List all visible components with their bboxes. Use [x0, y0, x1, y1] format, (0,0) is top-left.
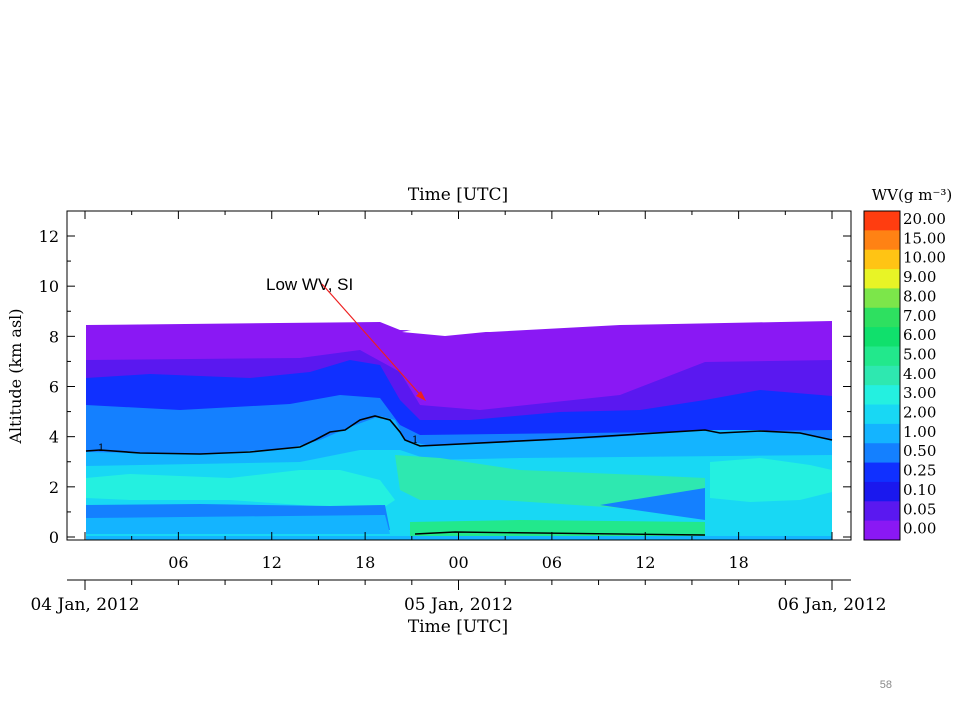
colorbar-level-label: 3.00: [903, 384, 936, 402]
annotation-arrow-head: [416, 391, 426, 401]
colorbar-level-label: 20.00: [903, 210, 946, 228]
y-tick-label: 10: [39, 277, 59, 296]
colorbar-cell: [864, 365, 900, 386]
colorbar-level-label: 1.00: [903, 423, 936, 441]
colorbar-level-label: 9.00: [903, 268, 936, 286]
x-tick-label: 06: [542, 553, 562, 572]
x-tick-label: 12: [635, 553, 655, 572]
x-axis-label: Time [UTC]: [408, 617, 508, 637]
y-tick-label: 4: [49, 428, 59, 447]
colorbar-cell: [864, 501, 900, 522]
colorbar-cell: [864, 404, 900, 425]
colorbar-cell: [864, 211, 900, 231]
y-axis-label: Altitude (km asl): [6, 308, 25, 444]
slide-number: 58: [879, 679, 892, 691]
colorbar-level-label: 5.00: [903, 345, 936, 363]
colorbar-cell: [864, 307, 900, 328]
colorbar-level-label: 2.00: [903, 404, 936, 422]
wv-patch-mid-blue-wedge: [600, 488, 705, 520]
colorbar-cell: [864, 385, 900, 406]
y-tick-label: 8: [49, 327, 59, 346]
colorbar-cell: [864, 230, 900, 251]
date-label: 04 Jan, 2012: [30, 595, 139, 615]
colorbar-level-label: 15.00: [903, 229, 946, 247]
date-label: 05 Jan, 2012: [404, 595, 513, 615]
colorbar-level-label: 4.00: [903, 365, 936, 383]
wv-patch-aqua-right: [710, 458, 832, 502]
colorbar-title: WV(g m⁻³): [872, 186, 952, 204]
wv-patch-aqua-left: [86, 470, 395, 510]
wv-contour-1: [85, 415, 833, 455]
y-tick-label: 6: [49, 378, 59, 397]
y-tick-label: 0: [49, 528, 59, 547]
colorbar-cell: [864, 462, 900, 483]
water-vapor-contour-field: 1 1: [85, 321, 833, 540]
annotation-arrow: [321, 283, 425, 400]
colorbar-cell: [864, 520, 900, 541]
wv-patch-mint-center: [395, 455, 705, 508]
x-tick-label: 12: [262, 553, 282, 572]
x-tick-label: 18: [355, 553, 375, 572]
y-axis: 0 2 4 6 8 10 12: [39, 227, 851, 547]
date-axis: 04 Jan, 2012 05 Jan, 2012 06 Jan, 2012: [30, 580, 887, 615]
colorbar-cell: [864, 288, 900, 309]
colorbar-cell: [864, 327, 900, 347]
x-tick-label: 00: [448, 553, 468, 572]
colorbar-cell: [864, 346, 900, 367]
y-tick-label: 12: [39, 227, 59, 246]
date-label: 06 Jan, 2012: [777, 595, 886, 615]
colorbar-level-label: 0.10: [903, 481, 936, 499]
colorbar-cell: [864, 481, 900, 502]
wv-band-light-blue-bottom: [86, 515, 390, 534]
contour-label-mid: 1: [412, 435, 418, 446]
colorbar-level-label: 0.05: [903, 500, 936, 518]
x-axis: 06 12 18 00 06 12 18: [84, 211, 833, 572]
colorbar-cell: [864, 423, 900, 444]
colorbar-level-label: 7.00: [903, 307, 936, 325]
colorbar-level-label: 8.00: [903, 287, 936, 305]
colorbar-cell: [864, 269, 900, 289]
wv-contour-1-surface: [414, 531, 706, 536]
colorbar-level-label: 10.00: [903, 249, 946, 267]
chart-top-title: Time [UTC]: [408, 185, 508, 205]
annotation-label: Low WV, SI: [266, 275, 353, 294]
colorbar-level-label: 0.00: [903, 520, 936, 538]
colorbar-frame: [863, 210, 901, 541]
colorbar-level-label: 0.25: [903, 462, 936, 480]
colorbar-cell: [864, 443, 900, 464]
colorbar-cell: [864, 249, 900, 270]
contour-label-left: 1: [98, 443, 104, 454]
wv-gap-white: [402, 324, 496, 336]
colorbar-level-label: 0.50: [903, 442, 936, 460]
x-tick-label: 18: [728, 553, 748, 572]
y-tick-label: 2: [49, 478, 59, 497]
x-tick-label: 06: [168, 553, 188, 572]
colorbar-level-label: 6.00: [903, 326, 936, 344]
